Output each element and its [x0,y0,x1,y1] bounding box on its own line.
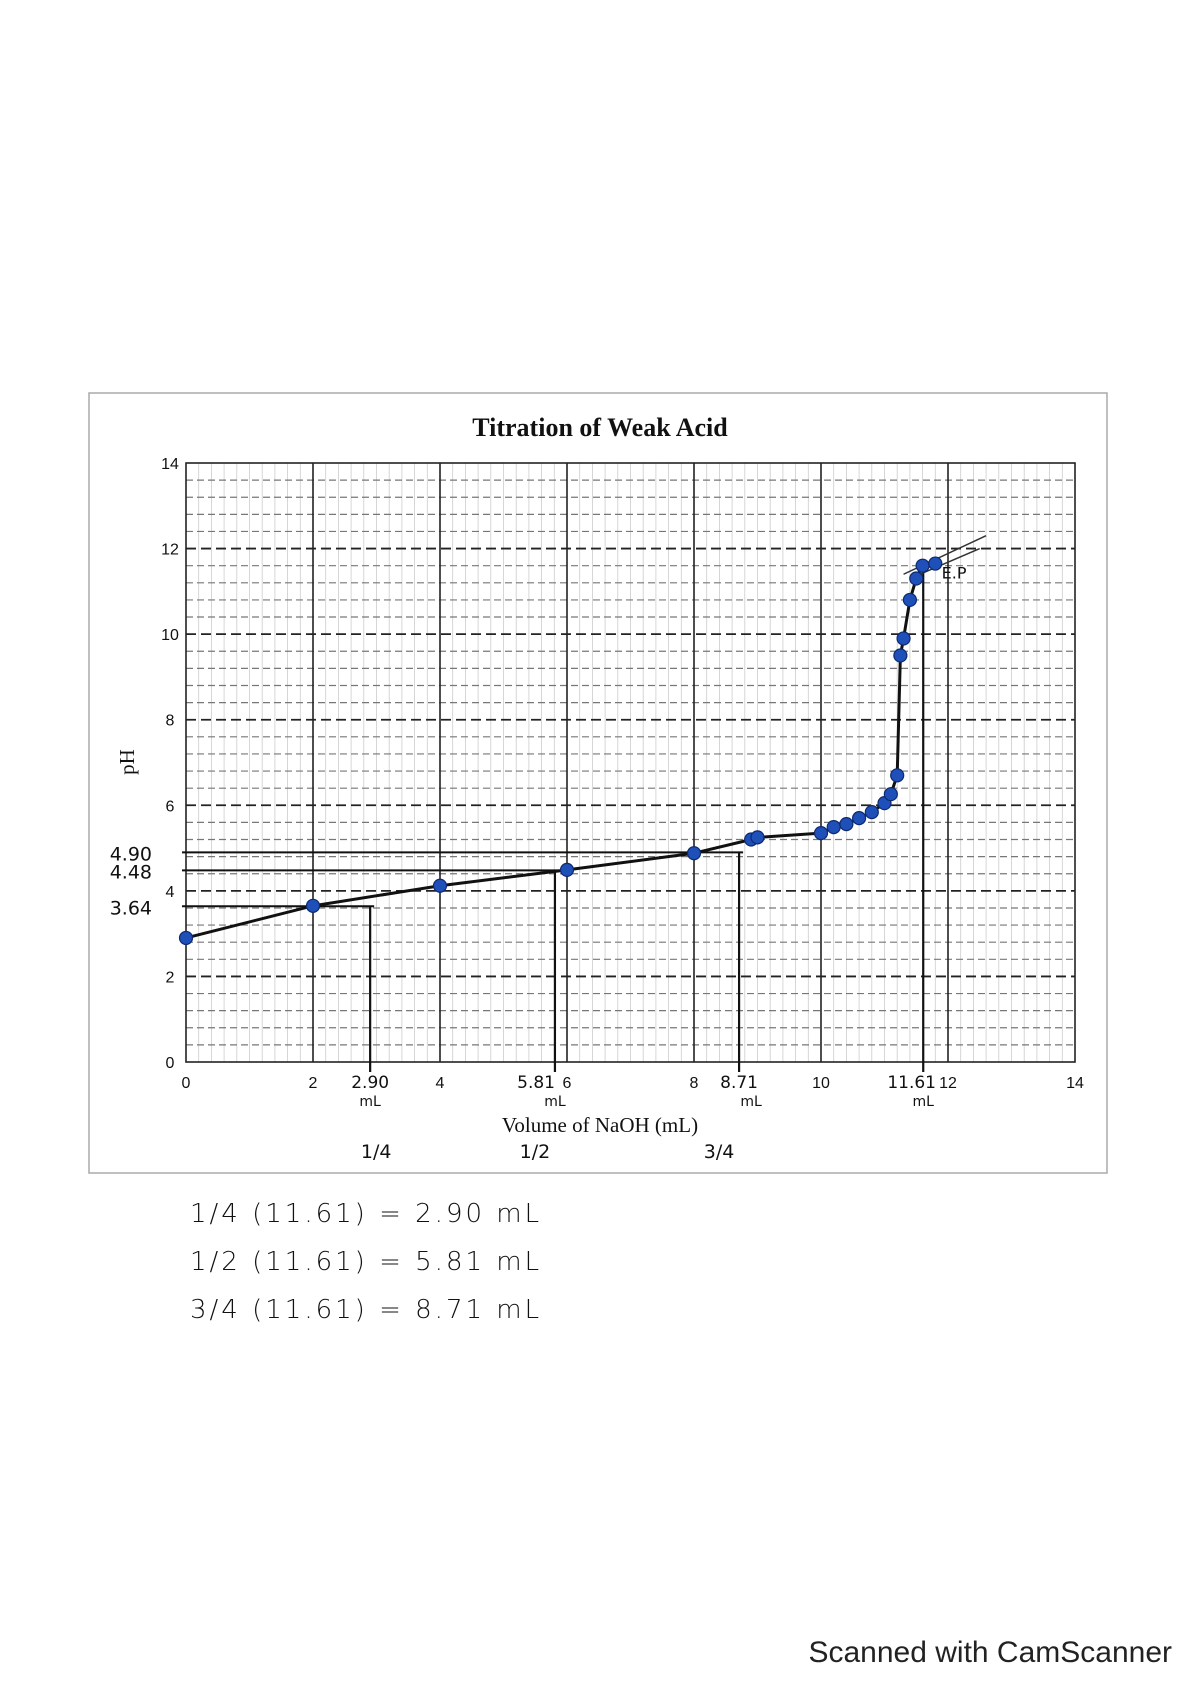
data-point [851,811,867,826]
volume-annotation: 2.90 [351,1073,389,1093]
titration-curve [185,562,936,940]
scanner-watermark: Scanned with CamScanner [808,1636,1172,1669]
x-tick-label: 0 [182,1075,191,1092]
data-point [178,930,194,946]
endpoint-label: E.P [942,564,967,583]
plot-area [185,462,1076,1063]
volume-unit: mL [359,1094,381,1110]
data-point [883,787,898,802]
y-axis-label: pH [115,749,139,775]
data-point [928,556,943,571]
x-tick-label: 2 [309,1075,318,1092]
chart-title: Titration of Weak Acid [472,413,728,442]
note-half: 1/2 (11.61) = 5.81 mL [190,1247,543,1277]
ph-annotation: 4.48 [110,861,152,883]
x-tick-label: 14 [1066,1075,1084,1092]
fraction-annotation: 1/2 [520,1141,551,1163]
data-point [864,805,879,820]
data-point [893,648,908,663]
y-tick-label: 12 [161,542,179,559]
data-point [686,846,702,861]
fraction-annotation: 1/4 [361,1141,392,1163]
data-point [826,820,841,835]
titration-chart: Titration of Weak Acid 0 2 4 6 8 10 12 14 0 2 4 6 8 10… [88,392,1108,1174]
volume-annotation: 5.81 [517,1073,555,1093]
data-point [839,817,854,832]
y-tick-label: 4 [166,884,175,901]
data-point [813,825,829,841]
volume-annotation: 11.61 [887,1073,936,1093]
note-quarter: 1/4 (11.61) = 2.90 mL [190,1199,543,1229]
data-point [890,768,905,783]
y-tick-label: 2 [166,969,175,986]
volume-unit: mL [544,1094,566,1110]
data-point [909,571,924,586]
y-tick-label: 14 [161,456,179,473]
y-tick-label: 8 [166,713,175,730]
data-point [896,631,911,646]
y-tick-label: 6 [166,798,175,815]
data-point [902,592,918,608]
x-axis-label: Volume of NaOH (mL) [502,1113,698,1137]
x-tick-label: 10 [812,1075,830,1092]
volume-unit: mL [913,1094,935,1110]
data-point [305,898,321,913]
ph-annotation: 4.90 [110,843,152,865]
tangent-line [909,547,981,580]
y-tick-label: 0 [166,1055,175,1072]
volume-annotation: 8.71 [720,1073,758,1093]
chart-frame [88,392,1108,1174]
fraction-annotation: 3/4 [704,1141,735,1163]
volume-unit: mL [740,1094,762,1110]
x-tick-label: 6 [563,1075,572,1092]
note-three-quarter: 3/4 (11.61) = 8.71 mL [190,1295,543,1325]
x-tick-label: 4 [436,1075,445,1092]
ph-annotation: 3.64 [110,897,152,919]
calculation-notes: 1/4 (11.61) = 2.90 mL 1/2 (11.61) = 5.81… [190,1190,542,1334]
data-point [915,558,930,573]
x-tick-label: 8 [690,1075,699,1092]
y-tick-label: 10 [161,627,179,644]
data-point [750,830,765,845]
data-point [432,878,448,893]
x-tick-label: 12 [939,1075,957,1092]
data-point [559,862,575,877]
